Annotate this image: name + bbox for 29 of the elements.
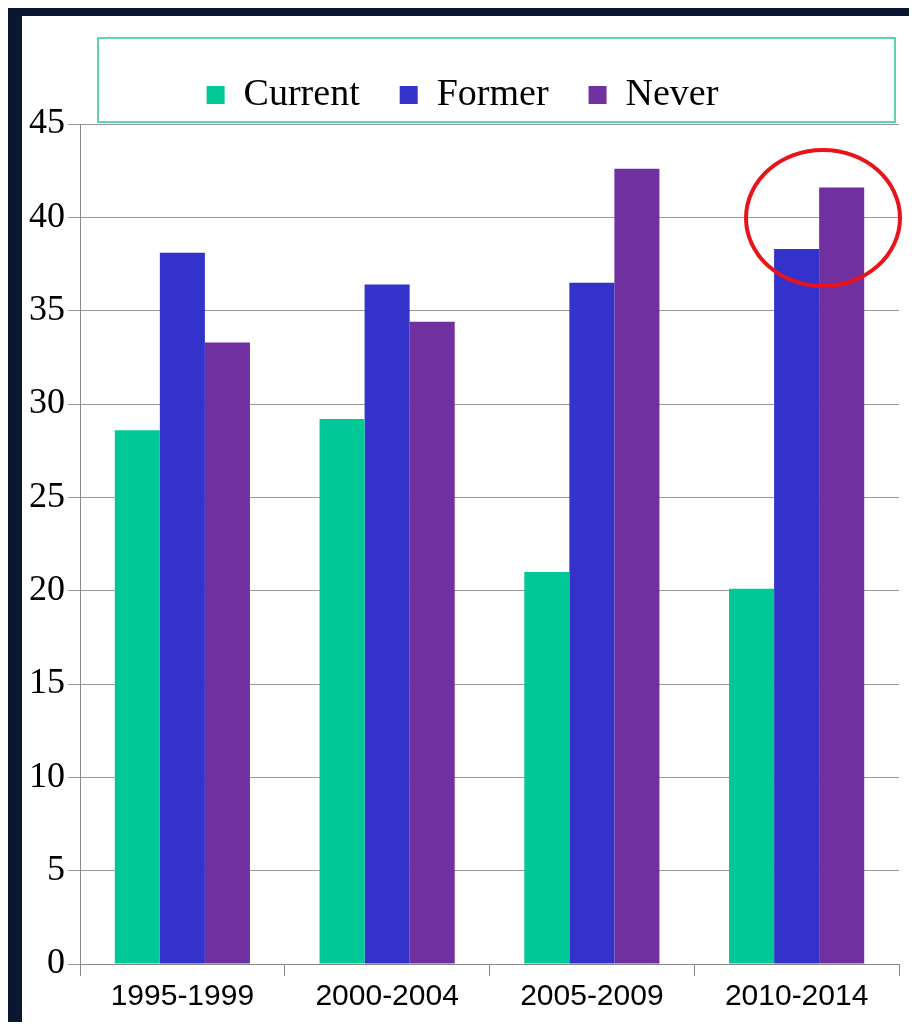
x-tick-label: 2000-2004 — [315, 978, 459, 1012]
legend-label: Current — [243, 70, 361, 113]
bar — [114, 430, 160, 964]
y-tick-label: 30 — [29, 381, 65, 422]
bar — [774, 249, 820, 964]
y-tick-label: 5 — [47, 848, 65, 889]
bar — [569, 282, 615, 964]
x-tick-label: 1995-1999 — [110, 978, 255, 1012]
bar — [524, 572, 570, 964]
y-tick-label: 10 — [29, 754, 65, 795]
legend-label: Never — [625, 70, 719, 113]
bar — [204, 342, 250, 964]
y-tick-label: 35 — [29, 288, 65, 329]
bar — [614, 168, 660, 964]
y-tick-label: 20 — [29, 568, 65, 609]
bar — [819, 187, 865, 964]
bar — [409, 321, 455, 964]
y-tick-label: 0 — [47, 941, 65, 982]
bar — [319, 418, 365, 964]
bar — [729, 588, 775, 964]
y-tick-label: 40 — [29, 194, 65, 235]
y-tick-label: 25 — [29, 474, 65, 515]
x-tick-label: 2010-2014 — [724, 978, 869, 1012]
y-tick-label: 45 — [29, 101, 65, 142]
legend-label: Former — [436, 70, 549, 113]
bar — [364, 284, 410, 964]
y-tick-label: 15 — [29, 661, 65, 702]
x-tick-label: 2005-2009 — [520, 978, 664, 1012]
bar — [159, 252, 205, 964]
